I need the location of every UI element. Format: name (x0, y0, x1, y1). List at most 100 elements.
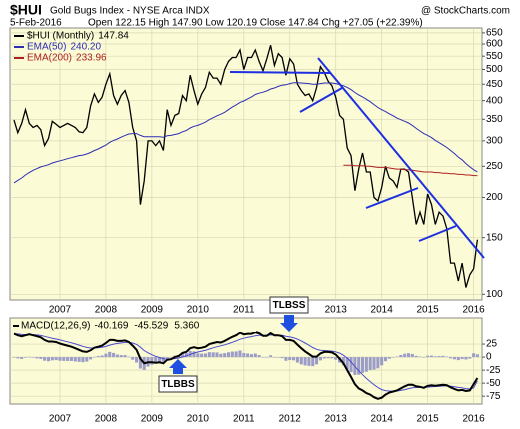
y-tick-label: 350 (486, 114, 503, 125)
series-line (13, 331, 479, 400)
histogram-bar (265, 357, 269, 358)
histogram-bar (161, 357, 165, 362)
y-tick-label: 300 (486, 135, 503, 146)
y-tick-label: 600 (486, 39, 503, 50)
x-tick-label: 2015 (417, 305, 440, 316)
x-tick-label: 2015 (417, 414, 440, 425)
trendline (317, 57, 485, 259)
histogram-bar (207, 352, 211, 358)
histogram-bar (169, 357, 173, 358)
histogram-bar (399, 355, 403, 358)
histogram-bar (131, 357, 135, 360)
histogram-bar (104, 353, 108, 358)
x-tick-label: 2007 (49, 414, 72, 425)
histogram-bar (429, 355, 434, 358)
histogram-bar (43, 357, 47, 361)
histogram-bar (326, 357, 330, 359)
histogram-bar (406, 353, 411, 358)
legend-label: EMA(200) (27, 53, 72, 64)
price-panel (9, 27, 483, 301)
histogram-bar (464, 357, 468, 360)
histogram-bar (138, 357, 142, 369)
x-tick-label: 2016 (462, 414, 485, 425)
legend-value: 147.84 (98, 31, 129, 42)
histogram-bar (276, 357, 280, 358)
histogram-bar (341, 357, 345, 366)
x-tick-label: 2016 (462, 305, 485, 316)
histogram-bar (468, 357, 472, 359)
histogram-bar (12, 357, 16, 358)
histogram-bar (452, 357, 456, 360)
x-tick-label: 2010 (187, 305, 210, 316)
histogram-bar (349, 357, 353, 373)
x-tick-label: 2012 (279, 414, 302, 425)
histogram-bar (23, 357, 28, 358)
arrow (169, 359, 187, 374)
legend-value: -40.169 (94, 321, 128, 332)
histogram-bar (46, 357, 51, 362)
series-line (13, 45, 479, 288)
histogram-bar (445, 356, 449, 358)
histogram-bar (234, 351, 238, 358)
histogram-bar (196, 353, 200, 358)
legend-label: $HUI (Monthly) (27, 31, 94, 42)
annotation-box (269, 296, 309, 314)
histogram-bar (119, 355, 123, 358)
histogram-bar (192, 351, 196, 358)
y-tick-label: 250 (486, 161, 503, 172)
histogram-bar (253, 353, 257, 358)
legend-value: 240.20 (70, 42, 101, 53)
histogram-bar (100, 355, 104, 358)
trendline (418, 225, 457, 242)
histogram-bar (230, 351, 234, 358)
histogram-bar (123, 355, 127, 358)
histogram-bar (150, 357, 154, 365)
histogram-bar (108, 351, 112, 358)
histogram-bar (307, 357, 311, 366)
symbol: $HUI (10, 2, 42, 18)
histogram-bar (85, 357, 89, 362)
histogram-bar (387, 357, 391, 359)
annotation-tlbss: TLBSS (269, 296, 309, 332)
histogram-bar (96, 356, 100, 358)
histogram-bar (318, 357, 322, 361)
histogram-bar (226, 352, 231, 358)
x-tick-label: 2013 (325, 414, 348, 425)
histogram-bar (115, 354, 119, 358)
histogram-bar (372, 357, 376, 370)
x-tick-label: 2008 (95, 305, 118, 316)
source: @ StockCharts.com (421, 6, 510, 17)
histogram-bar (200, 353, 204, 358)
date: 5-Feb-2016 (10, 18, 62, 29)
histogram-bar (288, 357, 292, 361)
histogram-bar (330, 357, 334, 359)
y-tick-label: 450 (486, 79, 503, 90)
y-tick-label: 200 (486, 192, 503, 203)
x-tick-label: 2011 (233, 414, 255, 425)
histogram-bar (27, 356, 31, 358)
histogram-bar (456, 357, 460, 361)
legend-bg (11, 320, 256, 332)
histogram-bar (127, 356, 131, 358)
histogram-bar (246, 353, 250, 358)
histogram-bar (303, 357, 307, 366)
histogram-bar (364, 357, 368, 372)
histogram-bar (180, 353, 185, 358)
histogram-bar (391, 357, 395, 358)
histogram-bar (368, 357, 372, 371)
histogram-bar (280, 357, 284, 359)
histogram-bar (433, 356, 437, 358)
histogram-bar (269, 355, 273, 358)
x-tick-label: 2007 (49, 305, 72, 316)
histogram-bar (89, 357, 93, 360)
histogram-bar (135, 357, 139, 363)
histogram-bar (345, 357, 349, 370)
y-tick-label: 500 (486, 64, 503, 75)
histogram-bar (272, 357, 276, 358)
histogram-bar (154, 357, 158, 364)
trendline (365, 187, 419, 209)
y-tick-label: 25 (486, 339, 498, 350)
annotation-box (158, 375, 198, 393)
histogram-bar (77, 357, 81, 362)
